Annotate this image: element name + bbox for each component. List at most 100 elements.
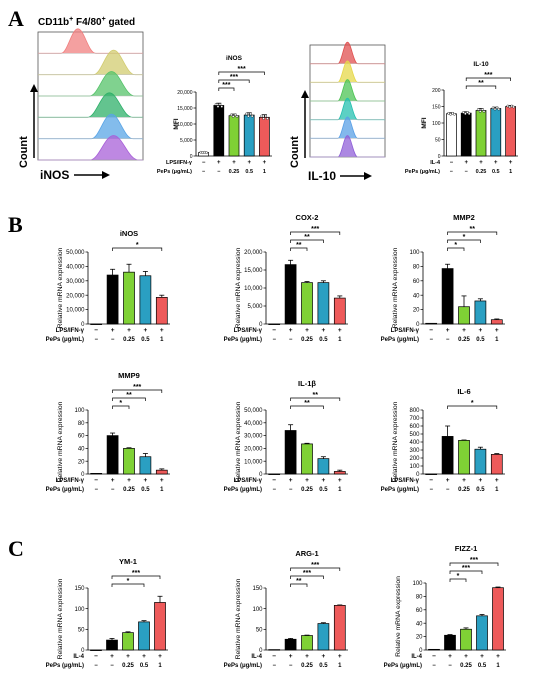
dose-cell: 0.5 bbox=[478, 663, 487, 669]
treatment-cell: + bbox=[495, 477, 499, 484]
y-tick-label: 150 bbox=[252, 586, 263, 592]
dose-cell: − bbox=[446, 487, 450, 493]
dose-cell: − bbox=[432, 663, 436, 669]
bar-4 bbox=[259, 116, 270, 157]
treatment-cell: − bbox=[272, 327, 276, 334]
dose-cell: 0.5 bbox=[319, 337, 328, 343]
y-tick-label: 50 bbox=[78, 627, 85, 633]
y-tick-label: 100 bbox=[409, 464, 420, 470]
treatment-cell: + bbox=[263, 160, 267, 166]
y-tick-label: 60 bbox=[413, 279, 420, 285]
bar-3 bbox=[317, 623, 330, 651]
data-point bbox=[216, 105, 220, 108]
bar-3 bbox=[139, 275, 152, 325]
significance-bracket bbox=[290, 397, 341, 401]
y-tick-label: 200 bbox=[432, 88, 441, 94]
dose-cell: 0.5 bbox=[476, 487, 485, 493]
treatment-cell: + bbox=[464, 160, 468, 166]
significance-bracket bbox=[290, 247, 308, 251]
treatment-cell: + bbox=[462, 477, 466, 484]
bar-2 bbox=[301, 282, 313, 325]
dose-cell: 0.25 bbox=[458, 487, 470, 493]
significance-bracket bbox=[111, 583, 145, 587]
data-point bbox=[453, 112, 456, 116]
y-tick-label: 50 bbox=[256, 627, 263, 633]
y-tick-label: 100 bbox=[432, 121, 441, 127]
significance-bracket bbox=[290, 583, 308, 587]
bar-1 bbox=[460, 112, 472, 157]
bar-0 bbox=[446, 113, 457, 157]
y-tick-label: 60 bbox=[416, 608, 423, 614]
dose-cell: 0.25 bbox=[476, 169, 487, 175]
flow-y-arrowhead bbox=[301, 90, 309, 98]
y-tick-label: 80 bbox=[413, 265, 420, 271]
y-tick-label: 40 bbox=[416, 621, 423, 627]
treatment-cell: + bbox=[232, 160, 236, 166]
treatment-cell: + bbox=[338, 653, 342, 660]
chart-b-inos: iNOS 0 10,000 20,000 30,000 40,000 50,000Relat… bbox=[46, 229, 170, 343]
chart-title: YM-1 bbox=[119, 557, 137, 566]
data-point bbox=[491, 106, 495, 110]
bar-4 bbox=[333, 471, 346, 475]
y-tick-label: 100 bbox=[252, 607, 263, 613]
dose-row-label: PePs (μg/mL) bbox=[46, 337, 84, 343]
treatment-cell: + bbox=[160, 477, 164, 484]
treatment-cell: + bbox=[462, 327, 466, 334]
histogram-trace bbox=[38, 71, 143, 97]
significance-label: * bbox=[454, 242, 457, 249]
y-tick-label: 0 bbox=[419, 648, 423, 654]
y-tick-label: 500 bbox=[409, 432, 420, 438]
bar-0 bbox=[90, 473, 103, 475]
bar-2 bbox=[458, 306, 470, 325]
bar-4 bbox=[490, 319, 503, 325]
chart-a-inos-mfi: iNOS05,00010,00015,00020,000MFI*********… bbox=[157, 55, 272, 175]
treatment-cell: + bbox=[160, 327, 164, 334]
bar-4 bbox=[155, 297, 168, 325]
bar-0 bbox=[428, 648, 440, 651]
chart-c-fizz1: FIZZ-1 0 20 40 60 80 100 Relative mRNA expressi… bbox=[384, 544, 506, 669]
gate-label-end: gated bbox=[106, 17, 135, 28]
y-tick-label: 20,000 bbox=[177, 90, 193, 96]
bar-1 bbox=[106, 274, 119, 325]
dose-cell: 1 bbox=[495, 487, 499, 493]
treatment-row-label: IL-4 bbox=[251, 654, 262, 660]
bar-2 bbox=[301, 635, 313, 651]
dose-row-label: PePs (μg/mL) bbox=[381, 337, 419, 343]
significance-label: * bbox=[463, 234, 466, 241]
dose-cell: − bbox=[202, 169, 205, 175]
treatment-cell: + bbox=[496, 653, 500, 660]
y-tick-label: 80 bbox=[78, 421, 85, 427]
bar-0 bbox=[425, 473, 438, 475]
y-axis-label: Relative mRNA expression bbox=[392, 247, 399, 328]
dose-cell: 0.5 bbox=[492, 169, 500, 175]
bar-2 bbox=[458, 440, 470, 475]
bar-3 bbox=[317, 282, 330, 325]
significance-label: ** bbox=[296, 578, 302, 585]
y-tick-label: 10,000 bbox=[177, 122, 193, 128]
y-tick-label: 10,000 bbox=[244, 459, 263, 465]
treatment-cell: + bbox=[111, 477, 115, 484]
dose-cell: − bbox=[217, 169, 220, 175]
chart-title: COX-2 bbox=[296, 213, 319, 222]
bar-1 bbox=[441, 436, 454, 475]
dose-cell: 0.25 bbox=[301, 487, 313, 493]
chart-title: iNOS bbox=[120, 229, 138, 238]
treatment-cell: + bbox=[289, 653, 293, 660]
chart-c-arg1: ARG-1 0 50 100 150 Relative mRNA expression **… bbox=[224, 549, 348, 669]
y-tick-label: 100 bbox=[74, 408, 85, 414]
treatment-cell: + bbox=[217, 160, 221, 166]
treatment-cell: − bbox=[272, 653, 276, 660]
y-tick-label: 40,000 bbox=[244, 421, 263, 427]
treatment-cell: + bbox=[446, 477, 450, 484]
chart-title: IL-1β bbox=[298, 379, 316, 388]
significance-bracket bbox=[290, 575, 324, 579]
bar-2 bbox=[123, 448, 135, 475]
dose-cell: − bbox=[446, 337, 450, 343]
bar-0 bbox=[268, 323, 281, 325]
y-tick-label: 0 bbox=[81, 322, 85, 328]
flow-xlabel: IL-10 bbox=[308, 169, 336, 183]
y-tick-label: 20,000 bbox=[244, 250, 263, 256]
dose-row-label: PePs (μg/mL) bbox=[46, 487, 84, 493]
bar-3 bbox=[138, 621, 150, 651]
